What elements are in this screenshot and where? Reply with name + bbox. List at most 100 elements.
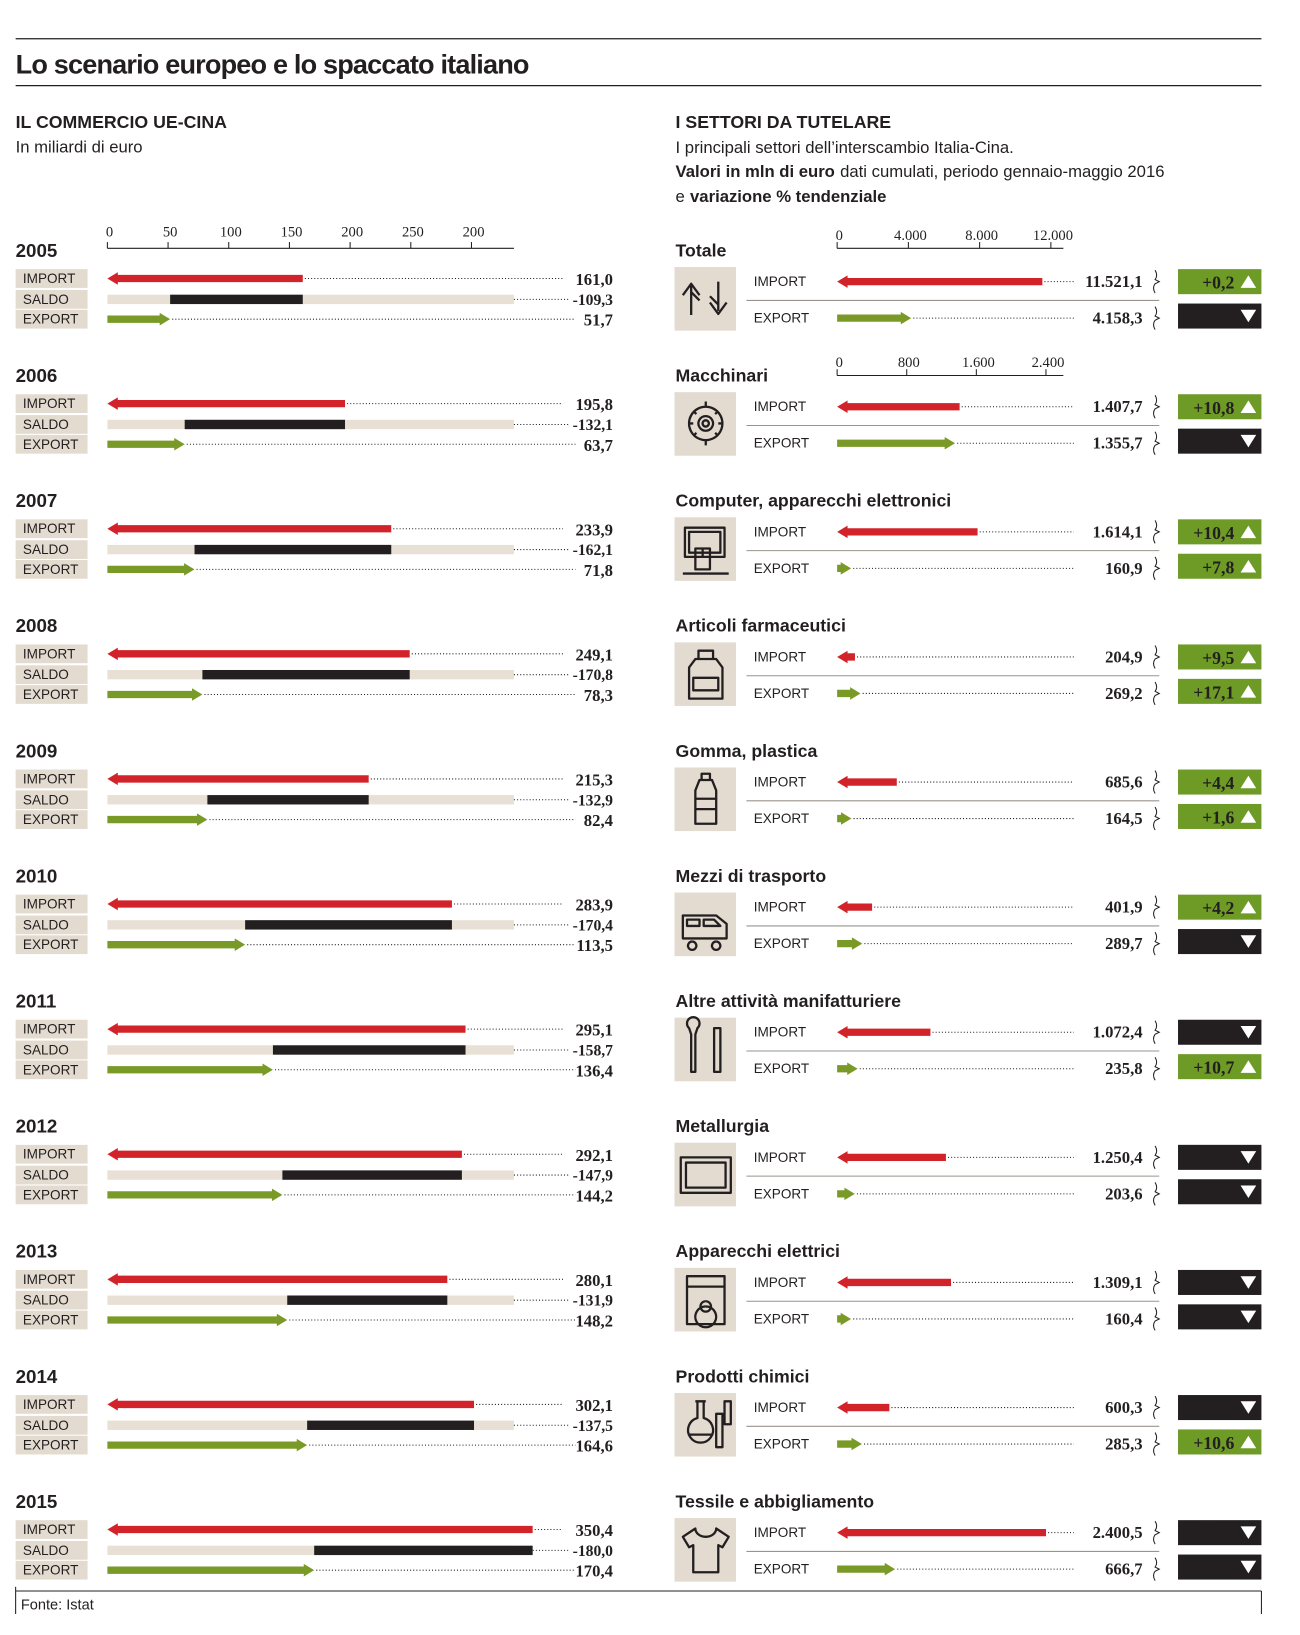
row-label-box — [15, 1415, 88, 1435]
value-label: 144,2 — [575, 1186, 613, 1205]
change-label: +10,4 — [1193, 523, 1234, 543]
row-label: EXPORT — [23, 562, 78, 577]
row-label-box — [15, 1290, 88, 1310]
import-arrow — [837, 525, 978, 539]
x-tick-label: 100 — [220, 225, 242, 241]
saldo-bar — [307, 1420, 475, 1430]
export-arrow — [837, 562, 852, 575]
export-arrow — [107, 1563, 315, 1577]
row-label: IMPORT — [754, 649, 806, 664]
change-arrow — [1240, 434, 1257, 448]
change-label: −5,5 — [1202, 1399, 1234, 1419]
icon-box — [674, 642, 737, 706]
row-label: IMPORT — [754, 1400, 806, 1415]
row-label: EXPORT — [754, 811, 809, 826]
change-arrow — [1240, 1401, 1257, 1414]
value-label: 204,9 — [1105, 647, 1143, 666]
row-label: EXPORT — [23, 1062, 78, 1077]
saldo-bar — [314, 1545, 533, 1556]
change-arrow — [1240, 1185, 1257, 1199]
import-arrow — [837, 1526, 1046, 1539]
value-label: 1.250,4 — [1093, 1148, 1144, 1167]
value-label: -132,1 — [573, 417, 613, 434]
export-arrow — [107, 1188, 283, 1202]
year-label: 2013 — [16, 1241, 58, 1262]
row-label: IMPORT — [23, 1397, 75, 1412]
x-tick-label: 4.000 — [894, 228, 927, 244]
row-label-box — [15, 1520, 88, 1539]
sector-name: Apparecchi elettrici — [676, 1241, 840, 1261]
export-arrow — [107, 1438, 308, 1452]
change-arrow — [1240, 1151, 1257, 1164]
row-label-box — [15, 1395, 88, 1414]
row-label: IMPORT — [754, 274, 806, 289]
year-label: 2005 — [16, 240, 58, 261]
brace — [1153, 395, 1161, 419]
change-arrow — [1240, 775, 1257, 789]
row-label: IMPORT — [23, 646, 75, 661]
subtitle-part: variazione % tendenziale — [690, 187, 886, 206]
row-label: IMPORT — [23, 1022, 75, 1037]
right-subtitle: e variazione % tendenziale — [676, 187, 887, 206]
value-label: 289,7 — [1105, 934, 1143, 953]
change-arrow — [1240, 900, 1257, 914]
value-label: 11.521,1 — [1085, 272, 1142, 291]
import-arrow — [837, 1026, 931, 1039]
icon-box — [674, 1518, 737, 1582]
row-label: SALDO — [23, 1543, 69, 1558]
row-label-box — [15, 1310, 88, 1330]
import-arrow — [107, 772, 369, 786]
import-arrow — [107, 647, 410, 661]
row-label: EXPORT — [754, 1186, 809, 1201]
import-arrow — [837, 650, 855, 664]
export-arrow — [837, 1312, 852, 1326]
brace — [1153, 681, 1161, 706]
export-arrow — [107, 813, 208, 826]
change-arrow — [1240, 1276, 1257, 1289]
row-label: SALDO — [23, 1293, 69, 1308]
row-label-box — [15, 1269, 88, 1289]
row-label-box — [15, 769, 88, 789]
row-label: IMPORT — [23, 771, 75, 786]
row-label-box — [15, 790, 88, 810]
value-label: 51,7 — [584, 311, 613, 330]
import-arrow — [837, 1151, 946, 1164]
row-label: EXPORT — [754, 686, 809, 701]
export-arrow — [837, 311, 912, 325]
row-label: IMPORT — [23, 1147, 75, 1162]
value-label: 283,9 — [575, 896, 613, 915]
value-label: -132,9 — [573, 792, 614, 809]
x-tick-label: 1.600 — [962, 355, 995, 371]
row-label-box — [15, 434, 88, 454]
year-label: 2007 — [16, 490, 58, 511]
x-tick-label: 800 — [898, 355, 920, 371]
change-arrow — [1240, 1026, 1257, 1039]
brace — [1153, 1020, 1161, 1044]
value-label: -147,9 — [573, 1168, 614, 1185]
left-title: IL COMMERCIO UE-CINA — [16, 112, 228, 132]
sector-name: Articoli farmaceutici — [676, 616, 846, 636]
row-label-box — [15, 1435, 88, 1455]
row-label-box — [15, 1185, 88, 1205]
subtitle-part: e — [676, 187, 685, 206]
row-label: EXPORT — [754, 936, 809, 951]
value-label: -158,7 — [573, 1043, 614, 1060]
brace — [1153, 806, 1161, 831]
value-label: -170,4 — [573, 917, 614, 934]
row-label: EXPORT — [754, 1437, 809, 1452]
row-label-box — [15, 1540, 88, 1560]
import-arrow — [107, 897, 452, 911]
brace — [1153, 269, 1161, 294]
row-label: IMPORT — [23, 521, 75, 536]
brace — [1153, 1395, 1161, 1420]
export-arrow — [837, 1062, 858, 1075]
value-label: -131,9 — [573, 1293, 614, 1310]
year-label: 2012 — [16, 1116, 58, 1137]
export-arrow — [837, 1437, 862, 1451]
change-label: −1,7 — [1202, 1148, 1234, 1168]
value-label: 401,9 — [1105, 898, 1143, 917]
change-label: −0,4 — [1202, 432, 1234, 452]
change-label: −2,9 — [1202, 307, 1234, 327]
export-arrow — [837, 687, 861, 700]
change-arrow — [1240, 935, 1257, 948]
